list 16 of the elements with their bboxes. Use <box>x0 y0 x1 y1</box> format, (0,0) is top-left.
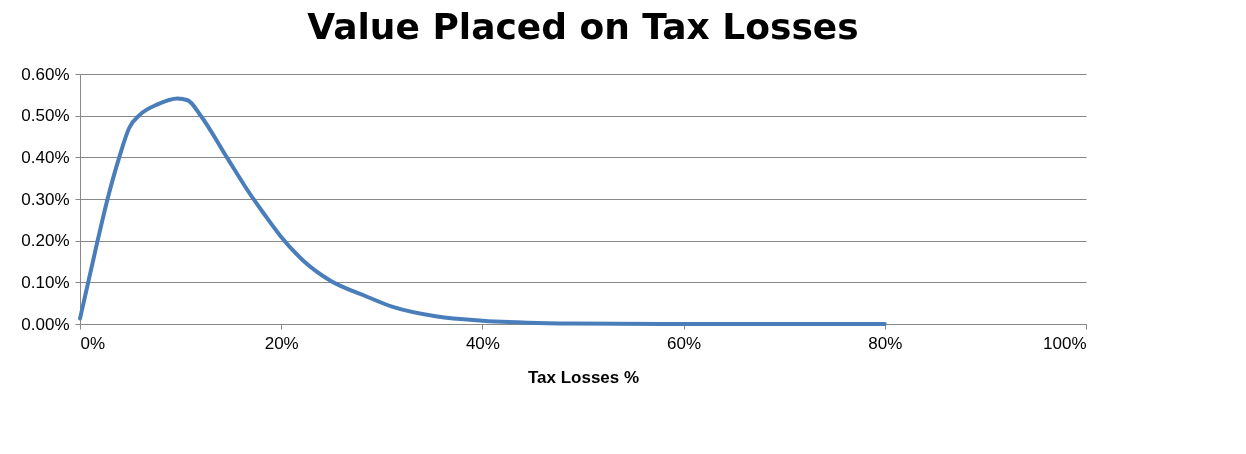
x-tick-label: 80% <box>868 333 903 353</box>
x-tick-label: 20% <box>264 333 299 353</box>
y-tick-label: 0.60% <box>21 64 70 84</box>
line-series <box>78 96 887 326</box>
x-axis-title: Tax Losses % <box>527 367 640 387</box>
y-tick-label: 0.40% <box>21 147 70 167</box>
x-tick-label: 40% <box>465 333 500 353</box>
x-tick-label: 60% <box>667 333 702 353</box>
y-tick-label: 0.50% <box>21 106 70 126</box>
x-tick-label: 100% <box>1043 333 1087 353</box>
y-tick-label: 0.00% <box>21 314 70 334</box>
y-tick-label: 0.30% <box>21 189 70 209</box>
x-tick-label: 0% <box>80 333 106 353</box>
chart-title: Value Placed on Tax Losses <box>307 6 859 47</box>
y-tick-label: 0.10% <box>21 272 70 292</box>
y-tick-label: 0.20% <box>21 231 70 251</box>
